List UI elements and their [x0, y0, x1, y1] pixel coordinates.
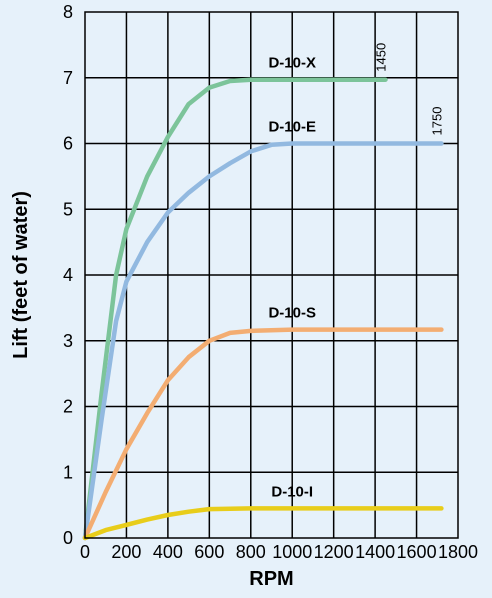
- x-tick-label: 800: [236, 542, 266, 562]
- x-tick-label: 1200: [314, 542, 354, 562]
- series-line-d-10-i: [82, 506, 444, 541]
- grid: [85, 12, 458, 538]
- series-labels: D-10-X 1450 D-10-E 1750 D-10-S D-10-I: [268, 43, 444, 501]
- x-axis-title: RPM: [249, 568, 293, 590]
- y-tick-label: 8: [63, 2, 73, 22]
- series-end-label: 1450: [373, 43, 388, 72]
- series-line-d-10-x: [82, 77, 388, 541]
- x-tick-label: 400: [153, 542, 183, 562]
- y-tick-label: 2: [63, 397, 73, 417]
- y-tick-label: 4: [63, 265, 73, 285]
- series-label: D-10-E: [268, 119, 316, 136]
- x-tick-label: 1800: [438, 542, 478, 562]
- series-label: D-10-I: [271, 483, 313, 500]
- y-tick-label: 5: [63, 199, 73, 219]
- series-lines: [82, 77, 444, 541]
- y-tick-label: 1: [63, 462, 73, 482]
- series-label: D-10-X: [268, 55, 316, 72]
- y-tick-label: 6: [63, 134, 73, 154]
- plot-border: [84, 11, 459, 539]
- x-tick-label: 1600: [397, 542, 437, 562]
- x-tick-label: 1400: [355, 542, 395, 562]
- series-label: D-10-S: [268, 305, 316, 322]
- tick-labels: 0 200 400 600 800 1000 1200 1400 1600 1800 0 1 2 3 4 5 6…: [63, 2, 478, 562]
- series-line-d-10-e: [82, 141, 444, 541]
- x-tick-label: 1000: [272, 542, 312, 562]
- series-line-d-10-s: [82, 327, 444, 541]
- x-tick-label: 200: [111, 542, 141, 562]
- x-tick-label: 600: [194, 542, 224, 562]
- y-axis-title: Lift (feet of water): [10, 191, 32, 359]
- series-end-label: 1750: [429, 107, 444, 136]
- y-tick-label: 0: [63, 528, 73, 548]
- x-tick-label: 0: [80, 542, 90, 562]
- y-tick-label: 7: [63, 68, 73, 88]
- y-tick-label: 3: [63, 331, 73, 351]
